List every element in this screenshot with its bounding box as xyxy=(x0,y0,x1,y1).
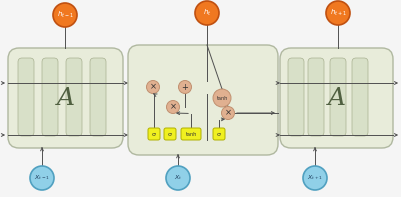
Text: A: A xyxy=(57,86,75,110)
Circle shape xyxy=(303,166,327,190)
Text: $h_{t+1}$: $h_{t+1}$ xyxy=(330,8,346,18)
Text: tanh: tanh xyxy=(185,132,196,137)
Circle shape xyxy=(178,81,192,94)
FancyBboxPatch shape xyxy=(128,45,278,155)
Text: $X_{t+1}$: $X_{t+1}$ xyxy=(307,174,323,182)
Circle shape xyxy=(146,81,160,94)
FancyBboxPatch shape xyxy=(90,58,106,136)
FancyBboxPatch shape xyxy=(330,58,346,136)
Text: $h_t$: $h_t$ xyxy=(203,8,211,18)
Circle shape xyxy=(166,166,190,190)
Circle shape xyxy=(221,107,235,120)
FancyBboxPatch shape xyxy=(8,48,123,148)
Circle shape xyxy=(53,3,77,27)
Text: +: + xyxy=(182,83,188,91)
FancyBboxPatch shape xyxy=(66,58,82,136)
Text: A: A xyxy=(328,86,346,110)
FancyBboxPatch shape xyxy=(18,58,34,136)
Text: ×: × xyxy=(170,102,176,112)
FancyBboxPatch shape xyxy=(352,58,368,136)
FancyBboxPatch shape xyxy=(42,58,58,136)
Text: σ: σ xyxy=(152,132,156,137)
Text: $X_t$: $X_t$ xyxy=(174,174,182,182)
FancyBboxPatch shape xyxy=(280,48,393,148)
Text: σ: σ xyxy=(217,132,221,137)
FancyBboxPatch shape xyxy=(308,58,324,136)
Text: ×: × xyxy=(150,83,156,91)
Text: $h_{t-1}$: $h_{t-1}$ xyxy=(57,10,73,20)
Text: tanh: tanh xyxy=(217,96,228,100)
Circle shape xyxy=(166,100,180,113)
FancyBboxPatch shape xyxy=(181,128,201,140)
FancyBboxPatch shape xyxy=(213,128,225,140)
FancyBboxPatch shape xyxy=(288,58,304,136)
Text: ×: × xyxy=(225,109,231,117)
Circle shape xyxy=(213,89,231,107)
Text: $X_{t-1}$: $X_{t-1}$ xyxy=(34,174,50,182)
Circle shape xyxy=(326,1,350,25)
Circle shape xyxy=(195,1,219,25)
FancyBboxPatch shape xyxy=(148,128,160,140)
Circle shape xyxy=(30,166,54,190)
FancyBboxPatch shape xyxy=(164,128,176,140)
Text: σ: σ xyxy=(168,132,172,137)
